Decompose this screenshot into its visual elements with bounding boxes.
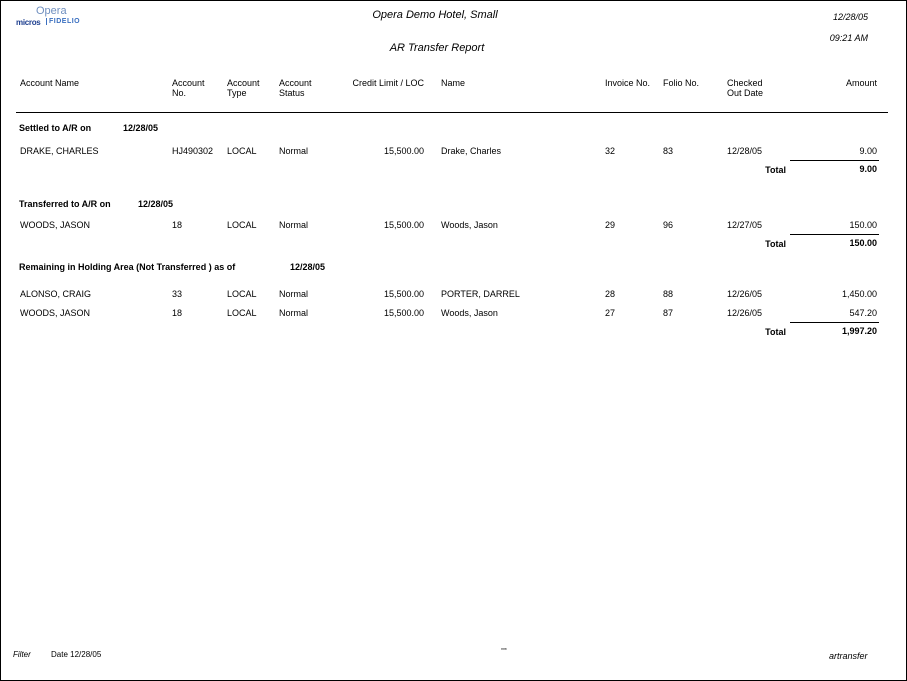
cell-account-name: WOODS, JASON: [20, 308, 91, 318]
cell-amount: 1,450.00: [841, 289, 877, 299]
report-name: artransfer: [829, 651, 868, 661]
col-label: Account: [172, 78, 205, 88]
cell-account-name: WOODS, JASON: [20, 220, 91, 230]
logo-micros: micros: [16, 18, 41, 27]
logo-opera: Opera: [36, 5, 67, 17]
total-amount: 1,997.20: [841, 326, 877, 336]
cell-type: LOCAL: [227, 289, 257, 299]
cell-type: LOCAL: [227, 220, 257, 230]
logo-fidelio: FIDELIO: [46, 18, 80, 25]
cell-amount: 150.00: [849, 220, 877, 230]
cell-folio: 88: [663, 289, 674, 299]
cell-credit: 15,500.00: [383, 308, 424, 318]
filter-value: Date 12/28/05: [51, 650, 102, 659]
col-account-name: Account Name: [20, 78, 80, 88]
col-account-status: Account Status: [279, 78, 312, 98]
cell-account-name: DRAKE, CHARLES: [20, 146, 99, 156]
col-label: Out Date: [727, 88, 764, 98]
cell-credit: 15,500.00: [383, 289, 424, 299]
total-divider: [790, 322, 879, 323]
cell-account-no: 18: [172, 220, 183, 230]
section-date: 12/28/05: [123, 123, 159, 133]
total-label: Total: [765, 165, 786, 175]
cell-account-no: 33: [172, 289, 183, 299]
section-label: Settled to A/R on: [19, 123, 92, 133]
col-invoice-no: Invoice No.: [605, 78, 651, 88]
cell-name: Woods, Jason: [441, 308, 498, 318]
cell-credit: 15,500.00: [383, 220, 424, 230]
section-label: Transferred to A/R on: [19, 199, 111, 209]
cell-checked-out: 12/26/05: [727, 308, 763, 318]
cell-name: Drake, Charles: [441, 146, 502, 156]
col-label: No.: [172, 88, 187, 98]
cell-status: Normal: [279, 220, 309, 230]
cell-invoice: 29: [605, 220, 616, 230]
cell-amount: 9.00: [859, 146, 877, 156]
cell-amount: 547.20: [849, 308, 877, 318]
cell-checked-out: 12/28/05: [727, 146, 763, 156]
cell-checked-out: 12/26/05: [727, 289, 763, 299]
col-amount: Amount: [845, 78, 877, 88]
cell-account-name: ALONSO, CRAIG: [20, 289, 92, 299]
cell-invoice: 28: [605, 289, 616, 299]
total-label: Total: [765, 239, 786, 249]
section-date: 12/28/05: [138, 199, 174, 209]
cell-type: LOCAL: [227, 308, 257, 318]
col-account-type: Account Type: [227, 78, 260, 98]
section-label: Remaining in Holding Area (Not Transferr…: [19, 262, 236, 272]
col-label: Type: [227, 88, 247, 98]
cell-credit: 15,500.00: [383, 146, 424, 156]
report-title: AR Transfer Report: [389, 42, 485, 54]
col-label: Checked: [727, 78, 763, 88]
cell-invoice: 27: [605, 308, 616, 318]
cell-status: Normal: [279, 289, 309, 299]
hotel-name: Opera Demo Hotel, Small: [372, 9, 498, 21]
cell-account-no: HJ490302: [172, 146, 214, 156]
col-name: Name: [441, 78, 466, 88]
cell-folio: 87: [663, 308, 674, 318]
total-amount: 9.00: [859, 164, 877, 174]
cell-checked-out: 12/27/05: [727, 220, 763, 230]
cell-invoice: 32: [605, 146, 616, 156]
col-label: Status: [279, 88, 305, 98]
total-amount: 150.00: [849, 238, 877, 248]
filter-label: Filter: [13, 650, 31, 659]
col-label: Account: [227, 78, 260, 88]
total-divider: [790, 160, 879, 161]
header-divider: [16, 112, 888, 113]
report-date: 12/28/05: [832, 12, 868, 22]
report-time: 09:21 AM: [829, 33, 868, 43]
section-date: 12/28/05: [290, 262, 326, 272]
col-credit-limit: Credit Limit / LOC: [352, 78, 424, 88]
cell-type: LOCAL: [227, 146, 257, 156]
cell-name: PORTER, DARREL: [441, 289, 520, 299]
total-label: Total: [765, 327, 786, 337]
cell-status: Normal: [279, 308, 309, 318]
cell-status: Normal: [279, 146, 309, 156]
col-folio-no: Folio No.: [663, 78, 700, 88]
page-marker: ***: [501, 648, 507, 654]
cell-name: Woods, Jason: [441, 220, 498, 230]
col-label: Account: [279, 78, 312, 88]
total-divider: [790, 234, 879, 235]
cell-folio: 83: [663, 146, 674, 156]
col-account-no: Account No.: [172, 78, 205, 98]
cell-folio: 96: [663, 220, 674, 230]
cell-account-no: 18: [172, 308, 183, 318]
col-checked-out: Checked Out Date: [727, 78, 763, 98]
